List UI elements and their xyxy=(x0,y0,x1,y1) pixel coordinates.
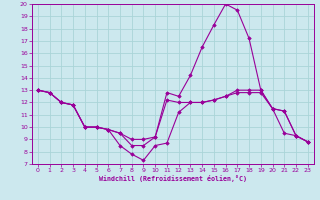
X-axis label: Windchill (Refroidissement éolien,°C): Windchill (Refroidissement éolien,°C) xyxy=(99,175,247,182)
